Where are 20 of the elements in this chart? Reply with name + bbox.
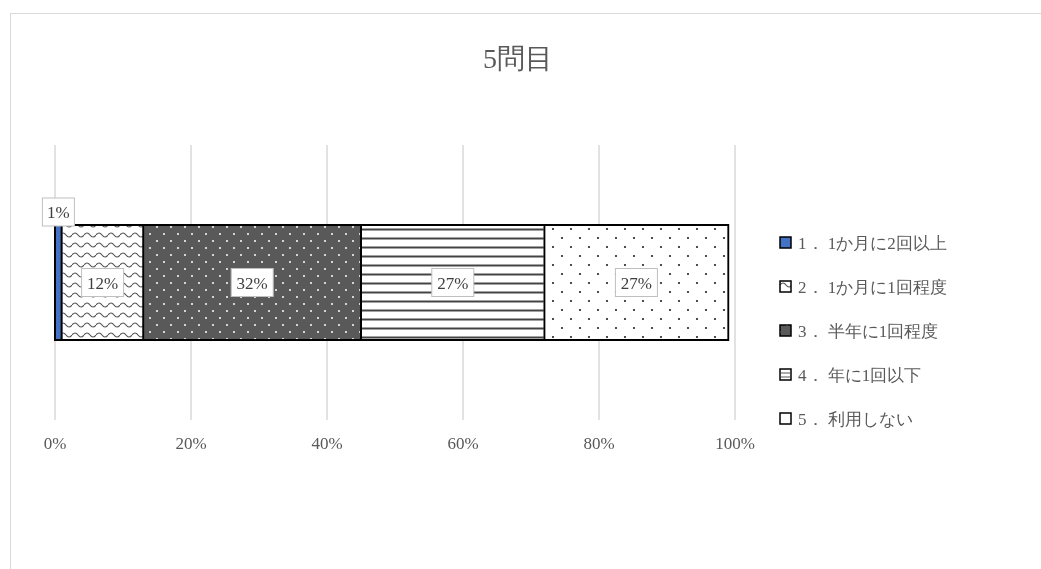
data-label: 27% — [620, 273, 652, 293]
text: 2． 1か月に1回程度 — [798, 278, 947, 297]
chart-title: 5問目 — [483, 43, 553, 74]
x-tick-label: 60% — [447, 434, 479, 453]
legend-label: 1． 1か月に2回以上 — [798, 234, 947, 253]
data-label: 27% — [614, 268, 658, 297]
x-tick-label: 0% — [43, 434, 67, 453]
x-tick-label: 100% — [715, 434, 755, 453]
x-tick-label: 40% — [311, 434, 343, 453]
text: 5． 利用しない — [798, 410, 913, 429]
legend-label: 4． 年に1回以下 — [798, 366, 922, 385]
x-tick-label: 80% — [583, 434, 615, 453]
x-tick-label: 20% — [175, 434, 207, 453]
data-label: 1% — [47, 203, 70, 222]
data-label: 32% — [236, 273, 268, 293]
data-label: 27% — [437, 273, 469, 293]
data-label: 32% — [230, 268, 274, 297]
text: 3． 半年に1回程度 — [798, 322, 939, 341]
data-label: 27% — [431, 268, 475, 297]
data-label: 1% — [41, 197, 75, 227]
